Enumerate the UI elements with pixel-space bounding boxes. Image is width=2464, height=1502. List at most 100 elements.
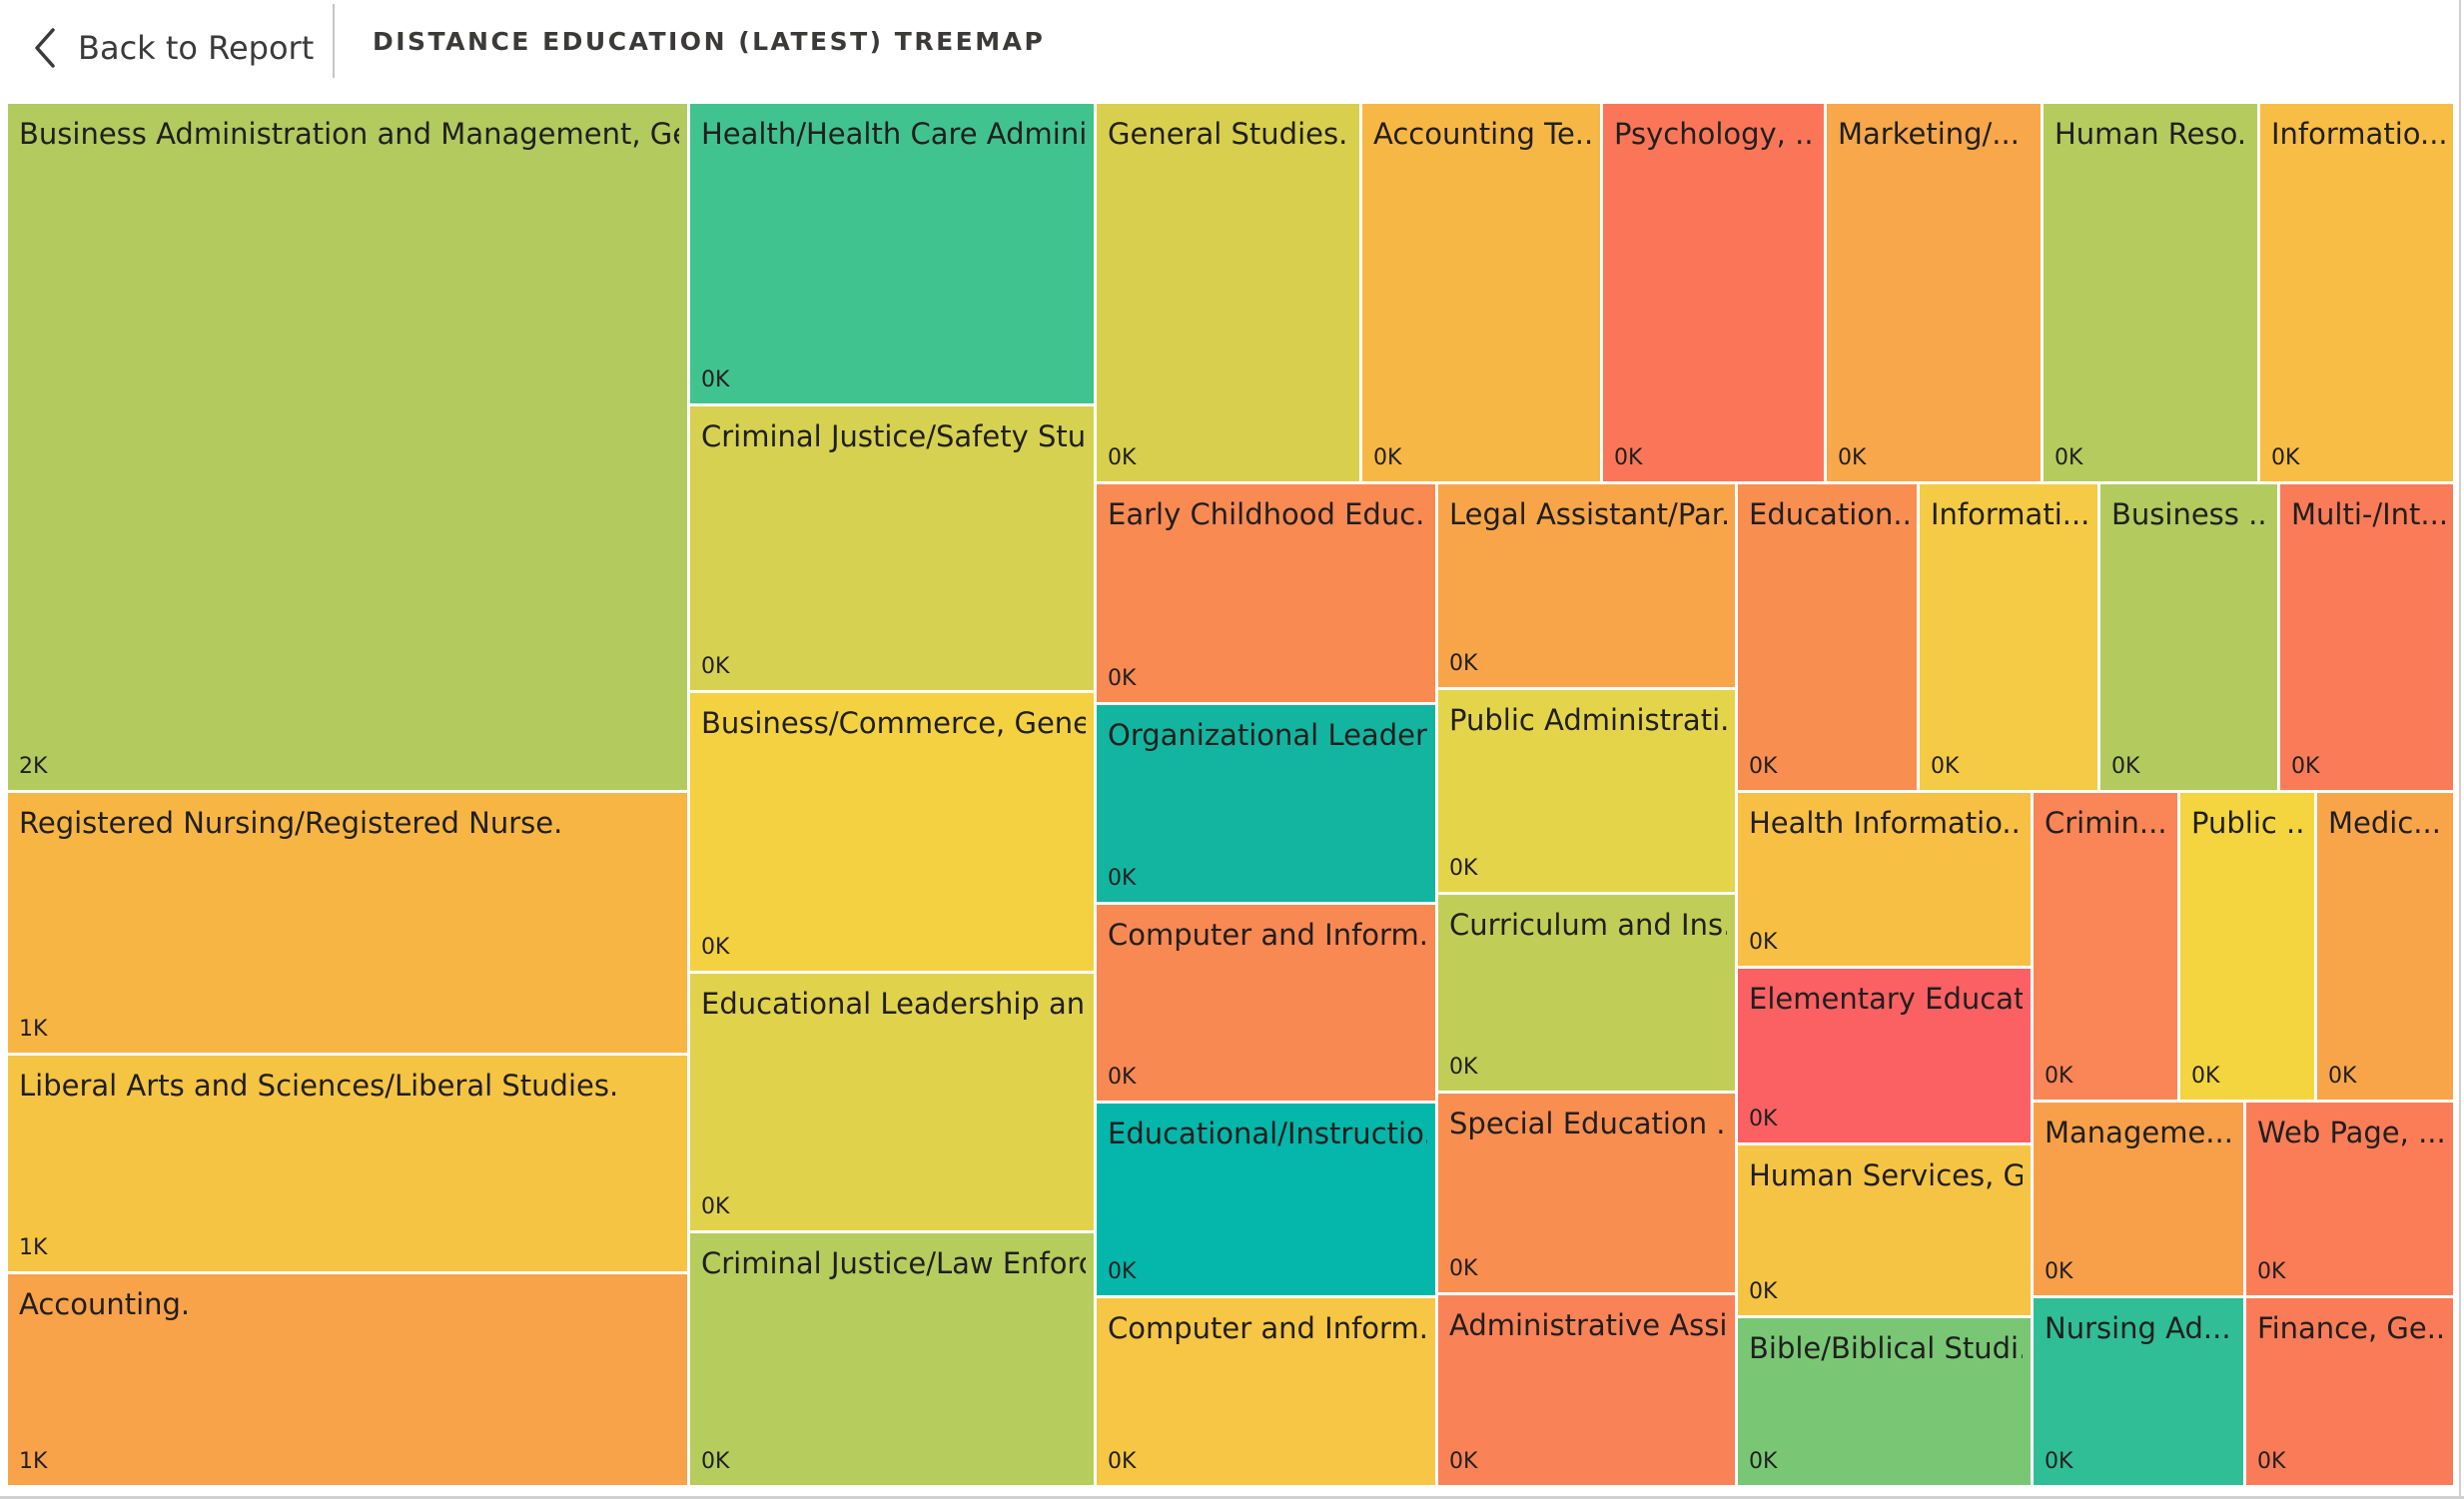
treemap-tile[interactable]: Crimin... 0K: [2034, 793, 2180, 1103]
treemap-tile[interactable]: Business Administration and Management, …: [8, 104, 690, 793]
treemap-tile-value: 0K: [1749, 1107, 1778, 1131]
treemap-tile[interactable]: Informati... 0K: [1920, 484, 2100, 793]
treemap-tile-value: 0K: [1931, 754, 1960, 779]
treemap-tile[interactable]: Accounting. 1K: [8, 1274, 690, 1488]
treemap-tile-value: 0K: [701, 654, 730, 679]
treemap-tile-value: 0K: [2257, 1449, 2286, 1474]
treemap-tile[interactable]: General Studies. 0K: [1097, 104, 1362, 484]
treemap-tile[interactable]: Public ... 0K: [2180, 793, 2317, 1103]
treemap-tile-label: Accounting.: [19, 1287, 191, 1321]
treemap-tile-value: 0K: [701, 368, 730, 392]
treemap-tile[interactable]: Criminal Justice/Safety Stu... 0K: [690, 406, 1097, 693]
treemap-tile[interactable]: Registered Nursing/Registered Nurse. 1K: [8, 793, 690, 1056]
treemap-tile[interactable]: Bible/Biblical Studi... 0K: [1738, 1318, 2034, 1488]
treemap-tile[interactable]: Accounting Te... 0K: [1362, 104, 1603, 484]
treemap-tile[interactable]: Nursing Ad... 0K: [2034, 1298, 2246, 1488]
treemap-tile-value: 0K: [1838, 445, 1867, 470]
treemap-tile-value: 0K: [2271, 445, 2300, 470]
treemap-tile-value: 0K: [2045, 1064, 2073, 1089]
treemap-tile[interactable]: Public Administrati... 0K: [1438, 690, 1738, 895]
treemap-tile-value: 0K: [1449, 651, 1478, 676]
treemap-tile-label: Computer and Inform...: [1108, 1311, 1427, 1345]
treemap-tile-value: 0K: [2257, 1259, 2286, 1284]
treemap-tile-value: 2K: [19, 754, 48, 779]
treemap-tile[interactable]: Health/Health Care Admini... 0K: [690, 104, 1097, 406]
treemap-tile-value: 0K: [2328, 1064, 2357, 1089]
treemap-tile[interactable]: Health Informatio... 0K: [1738, 793, 2034, 969]
treemap-tile-label: Psychology, ...: [1614, 117, 1816, 151]
treemap-tile[interactable]: Liberal Arts and Sciences/Liberal Studie…: [8, 1056, 690, 1274]
treemap-tile[interactable]: Computer and Inform... 0K: [1097, 905, 1438, 1104]
treemap-tile-label: Public ...: [2191, 806, 2306, 840]
treemap-tile-value: 0K: [2111, 754, 2140, 779]
treemap-tile[interactable]: Organizational Leader... 0K: [1097, 705, 1438, 905]
treemap-tile-value: 0K: [701, 1194, 730, 1219]
treemap-tile[interactable]: Multi-/Int... 0K: [2280, 484, 2456, 793]
treemap-tile-value: 0K: [1614, 445, 1643, 470]
treemap-tile[interactable]: Educational Leadership an... 0K: [690, 974, 1097, 1233]
treemap-tile-label: Informati...: [1931, 497, 2089, 531]
treemap-plot: Business Administration and Management, …: [8, 104, 2456, 1488]
treemap-tile-value: 0K: [1373, 445, 1402, 470]
treemap-tile[interactable]: Psychology, ... 0K: [1603, 104, 1827, 484]
treemap-tile[interactable]: Special Education ... 0K: [1438, 1094, 1738, 1295]
treemap-tile-label: Curriculum and Ins...: [1449, 908, 1727, 942]
treemap-tile-value: 0K: [1749, 1279, 1778, 1304]
treemap-tile-label: Computer and Inform...: [1108, 918, 1427, 952]
treemap-tile-value: 0K: [2045, 1449, 2073, 1474]
treemap-tile[interactable]: Education... 0K: [1738, 484, 1920, 793]
treemap-tile-label: Early Childhood Educ...: [1108, 497, 1427, 531]
treemap-tile[interactable]: Business/Commerce, Gener... 0K: [690, 693, 1097, 974]
treemap-tile-value: 0K: [1108, 866, 1137, 891]
treemap-tile-label: Human Services, G...: [1749, 1158, 2023, 1192]
treemap-tile-value: 0K: [2045, 1259, 2073, 1284]
treemap-tile[interactable]: Finance, Ge... 0K: [2246, 1298, 2456, 1488]
treemap-tile-label: Business ...: [2111, 497, 2269, 531]
treemap-tile-label: Health/Health Care Admini...: [701, 117, 1086, 151]
header-divider: [333, 4, 335, 78]
treemap-tile[interactable]: Legal Assistant/Par... 0K: [1438, 484, 1738, 690]
treemap-tile[interactable]: Human Services, G... 0K: [1738, 1145, 2034, 1318]
treemap-tile-label: Accounting Te...: [1373, 117, 1592, 151]
treemap-tile-label: Web Page, ...: [2257, 1116, 2445, 1149]
treemap-tile-value: 0K: [1108, 1065, 1137, 1090]
right-edge-rule: [2459, 0, 2461, 1498]
treemap-tile-label: Administrative Assi...: [1449, 1308, 1727, 1342]
treemap-tile-value: 1K: [19, 1449, 48, 1474]
treemap-tile-label: Business/Commerce, Gener...: [701, 706, 1086, 740]
treemap-tile-label: Education...: [1749, 497, 1909, 531]
back-to-report-label: Back to Report: [78, 29, 315, 67]
treemap-tile[interactable]: Early Childhood Educ... 0K: [1097, 484, 1438, 705]
treemap-tile-label: Elementary Educat...: [1749, 982, 2023, 1016]
treemap-tile-value: 0K: [2291, 754, 2320, 779]
treemap-tile-value: 0K: [1749, 930, 1778, 955]
treemap-tile-label: Organizational Leader...: [1108, 718, 1427, 752]
treemap-tile[interactable]: Manageme... 0K: [2034, 1103, 2246, 1298]
page-title: DISTANCE EDUCATION (LATEST) TREEMAP: [373, 27, 1046, 56]
treemap-tile-value: 0K: [1108, 445, 1137, 470]
treemap-tile[interactable]: Web Page, ... 0K: [2246, 1103, 2456, 1298]
treemap-tile-label: Criminal Justice/Law Enforc...: [701, 1246, 1086, 1280]
treemap-tile[interactable]: Medic... 0K: [2317, 793, 2456, 1103]
treemap-tile-value: 0K: [701, 935, 730, 960]
treemap-tile[interactable]: Informatio... 0K: [2260, 104, 2456, 484]
treemap-tile-label: Criminal Justice/Safety Stu...: [701, 419, 1086, 453]
treemap-tile[interactable]: Marketing/... 0K: [1827, 104, 2044, 484]
treemap-tile[interactable]: Computer and Inform... 0K: [1097, 1298, 1438, 1488]
treemap-tile-value: 0K: [1108, 1259, 1137, 1284]
back-to-report-button[interactable]: Back to Report: [34, 20, 314, 76]
treemap-tile-value: 0K: [701, 1449, 730, 1474]
treemap-tile[interactable]: Human Reso... 0K: [2044, 104, 2260, 484]
treemap-tile-value: 0K: [2054, 445, 2083, 470]
treemap-tile-value: 0K: [1449, 1449, 1478, 1474]
treemap-tile[interactable]: Business ... 0K: [2100, 484, 2280, 793]
treemap-tile[interactable]: Administrative Assi... 0K: [1438, 1295, 1738, 1488]
treemap-tile[interactable]: Criminal Justice/Law Enforc... 0K: [690, 1233, 1097, 1488]
treemap-tile-label: Health Informatio...: [1749, 806, 2023, 840]
treemap-tile[interactable]: Elementary Educat... 0K: [1738, 969, 2034, 1145]
treemap-tile-label: Human Reso...: [2054, 117, 2249, 151]
treemap-tile[interactable]: Curriculum and Ins... 0K: [1438, 895, 1738, 1094]
treemap-tile-label: Educational/Instructio...: [1108, 1117, 1427, 1150]
treemap-tile[interactable]: Educational/Instructio... 0K: [1097, 1104, 1438, 1298]
treemap-tile-label: Crimin...: [2045, 806, 2167, 840]
